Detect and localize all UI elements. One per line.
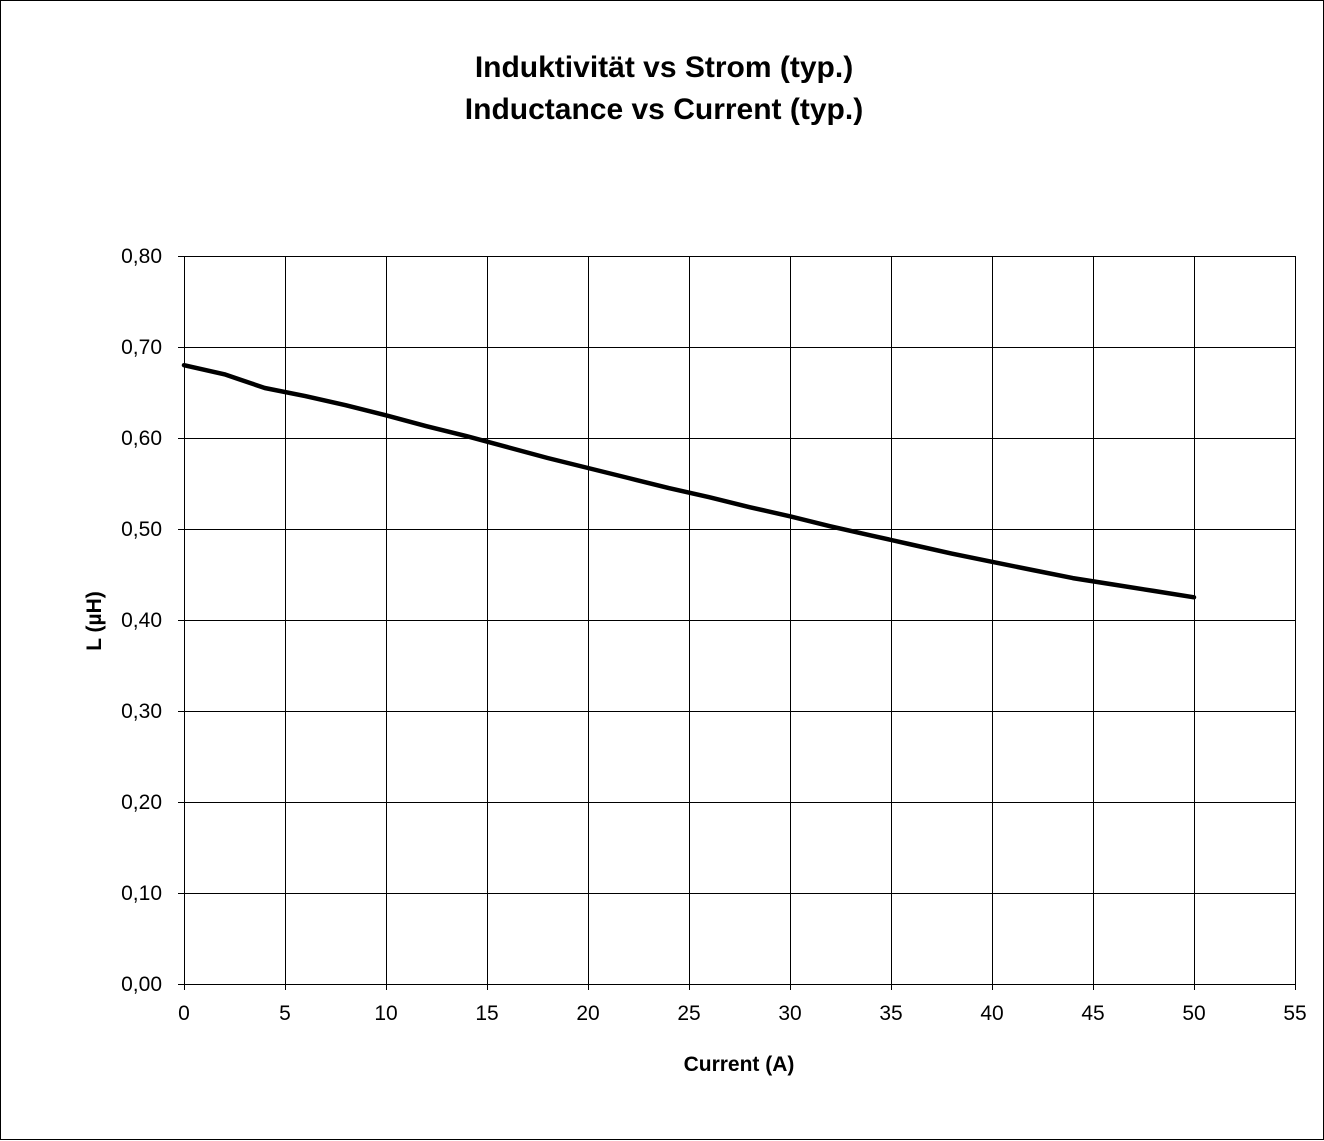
x-tick-label: 50 (1182, 1002, 1205, 1025)
x-tick-label: 0 (178, 1002, 190, 1025)
y-tick-label: 0,20 (121, 791, 162, 814)
tick-labels: 0 5 10 15 20 25 30 35 40 45 50 55 0,00 0,10 0,20 0,30 0,… (121, 245, 1307, 1025)
y-axis-title: L (µH) (83, 591, 106, 651)
x-tick-label: 55 (1283, 1002, 1306, 1025)
axis-ticks (178, 256, 1296, 990)
grid-lines (184, 256, 1296, 984)
y-tick-label: 0,80 (121, 245, 162, 268)
y-tick-label: 0,00 (121, 973, 162, 996)
y-tick-label: 0,70 (121, 336, 162, 359)
x-tick-label: 20 (576, 1002, 599, 1025)
y-tick-label: 0,50 (121, 518, 162, 541)
x-tick-label: 30 (778, 1002, 801, 1025)
x-tick-label: 40 (980, 1002, 1003, 1025)
x-axis-title: Current (A) (684, 1053, 795, 1076)
x-tick-label: 25 (677, 1002, 700, 1025)
chart-subtitle: Inductance vs Current (typ.) (465, 93, 863, 126)
y-tick-label: 0,60 (121, 427, 162, 450)
y-tick-label: 0,30 (121, 700, 162, 723)
y-tick-label: 0,10 (121, 882, 162, 905)
chart-title: Induktivität vs Strom (typ.) (475, 51, 853, 84)
x-tick-label: 5 (279, 1002, 291, 1025)
y-tick-label: 0,40 (121, 609, 162, 632)
x-tick-label: 45 (1081, 1002, 1104, 1025)
x-tick-label: 10 (374, 1002, 397, 1025)
x-tick-label: 15 (475, 1002, 498, 1025)
x-tick-label: 35 (879, 1002, 902, 1025)
